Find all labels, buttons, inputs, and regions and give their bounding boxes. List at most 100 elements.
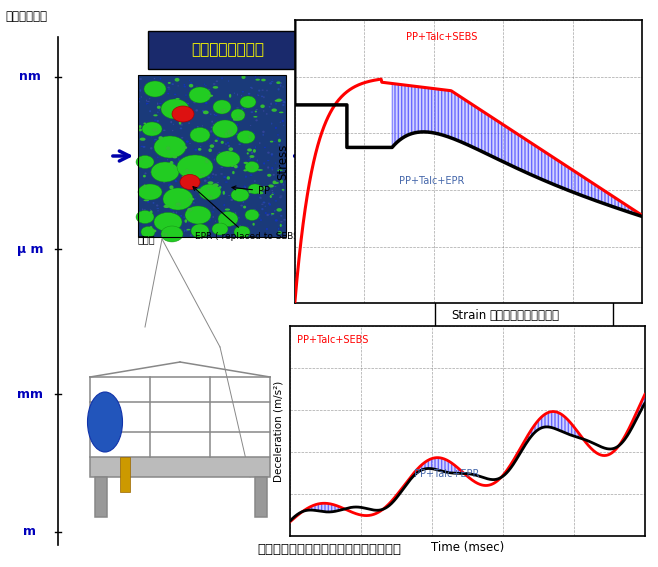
Ellipse shape (260, 219, 262, 221)
Ellipse shape (139, 100, 140, 103)
Ellipse shape (143, 146, 145, 148)
Ellipse shape (245, 162, 259, 172)
Ellipse shape (151, 136, 152, 137)
Ellipse shape (270, 195, 272, 198)
Ellipse shape (272, 192, 274, 193)
Ellipse shape (163, 232, 164, 235)
Ellipse shape (202, 215, 203, 217)
Ellipse shape (222, 191, 224, 193)
Ellipse shape (175, 206, 176, 208)
Ellipse shape (229, 94, 232, 98)
Ellipse shape (142, 122, 162, 136)
Ellipse shape (255, 119, 258, 121)
Ellipse shape (225, 181, 228, 183)
Ellipse shape (216, 129, 219, 130)
Ellipse shape (147, 101, 150, 102)
Ellipse shape (243, 170, 247, 171)
Text: PP+Talc+EPR: PP+Talc+EPR (414, 469, 479, 479)
Bar (255, 477, 267, 517)
Ellipse shape (280, 171, 281, 172)
Ellipse shape (262, 130, 265, 133)
Ellipse shape (243, 108, 247, 109)
Ellipse shape (228, 81, 229, 82)
Ellipse shape (282, 183, 284, 186)
Ellipse shape (248, 93, 250, 95)
Ellipse shape (168, 178, 170, 180)
Ellipse shape (258, 90, 261, 92)
Ellipse shape (249, 157, 251, 159)
Ellipse shape (158, 196, 160, 197)
Ellipse shape (243, 201, 244, 203)
Ellipse shape (199, 226, 200, 228)
Ellipse shape (213, 183, 218, 187)
Ellipse shape (176, 211, 177, 214)
Ellipse shape (173, 124, 174, 125)
Ellipse shape (251, 155, 253, 156)
Ellipse shape (207, 196, 213, 197)
Bar (138, 75, 286, 237)
Ellipse shape (238, 217, 240, 218)
Ellipse shape (276, 208, 282, 211)
Ellipse shape (215, 229, 218, 230)
Ellipse shape (201, 185, 203, 188)
Ellipse shape (154, 136, 186, 158)
Ellipse shape (155, 143, 158, 145)
Ellipse shape (143, 139, 145, 141)
Ellipse shape (174, 166, 176, 170)
Ellipse shape (150, 209, 151, 210)
Ellipse shape (238, 196, 240, 197)
Ellipse shape (174, 78, 180, 82)
Ellipse shape (228, 147, 233, 151)
Ellipse shape (174, 94, 176, 95)
Ellipse shape (236, 107, 239, 108)
Ellipse shape (259, 197, 261, 198)
Ellipse shape (231, 109, 245, 121)
Ellipse shape (263, 96, 265, 98)
Ellipse shape (151, 162, 179, 182)
Ellipse shape (278, 228, 279, 230)
Ellipse shape (178, 160, 182, 162)
Ellipse shape (278, 88, 280, 91)
Ellipse shape (220, 141, 224, 144)
Ellipse shape (161, 226, 183, 242)
Ellipse shape (194, 128, 197, 130)
Ellipse shape (177, 155, 213, 179)
Ellipse shape (261, 208, 264, 210)
Ellipse shape (189, 87, 211, 103)
Ellipse shape (192, 115, 193, 117)
Bar (330, 180, 515, 232)
Ellipse shape (178, 113, 180, 115)
Ellipse shape (203, 111, 209, 115)
Ellipse shape (259, 197, 262, 198)
Ellipse shape (251, 151, 253, 154)
Text: μ m: μ m (16, 243, 43, 256)
Ellipse shape (147, 201, 149, 203)
Ellipse shape (182, 102, 184, 103)
Ellipse shape (159, 103, 162, 104)
Ellipse shape (157, 103, 159, 105)
Ellipse shape (165, 114, 168, 116)
Ellipse shape (203, 101, 205, 103)
Ellipse shape (278, 139, 281, 142)
Ellipse shape (88, 392, 122, 452)
Ellipse shape (283, 190, 284, 192)
Ellipse shape (263, 186, 266, 189)
Ellipse shape (149, 98, 150, 99)
Ellipse shape (218, 186, 222, 188)
Ellipse shape (216, 138, 219, 140)
Ellipse shape (246, 217, 249, 219)
Ellipse shape (237, 117, 242, 119)
Ellipse shape (281, 225, 284, 226)
Ellipse shape (184, 102, 187, 104)
Ellipse shape (193, 202, 195, 204)
Ellipse shape (164, 231, 167, 232)
Ellipse shape (136, 210, 154, 223)
Ellipse shape (268, 202, 270, 204)
Ellipse shape (200, 146, 201, 147)
Ellipse shape (271, 194, 274, 195)
Ellipse shape (166, 219, 168, 221)
Ellipse shape (213, 100, 231, 114)
Ellipse shape (258, 95, 259, 96)
Ellipse shape (212, 176, 213, 178)
Ellipse shape (247, 149, 252, 151)
